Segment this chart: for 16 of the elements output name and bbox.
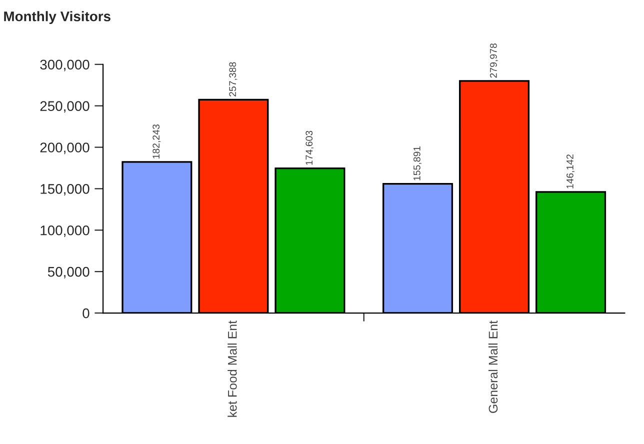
y-tick-label: 100,000 [40, 225, 90, 237]
data-label: 174,603 [306, 130, 314, 165]
data-label: 155,891 [413, 146, 422, 180]
data-label: 257,388 [229, 62, 238, 96]
data-label: 279,978 [490, 43, 498, 78]
data-label: 146,142 [566, 154, 575, 188]
y-tick-label: 150,000 [40, 184, 90, 196]
y-tick-label: 250,000 [40, 101, 90, 113]
y-tick-label: 50,000 [48, 266, 90, 278]
x-tick-label: ket Food Mall Ent [228, 320, 237, 417]
data-label: 182,243 [152, 124, 161, 158]
chart-title: Monthly Visitors [4, 11, 110, 24]
x-tick-label: General Mall Ent [488, 320, 498, 413]
y-tick-label: 0 [82, 308, 90, 318]
y-tick-label: 300,000 [40, 60, 90, 72]
y-tick-label: 200,000 [40, 142, 90, 154]
